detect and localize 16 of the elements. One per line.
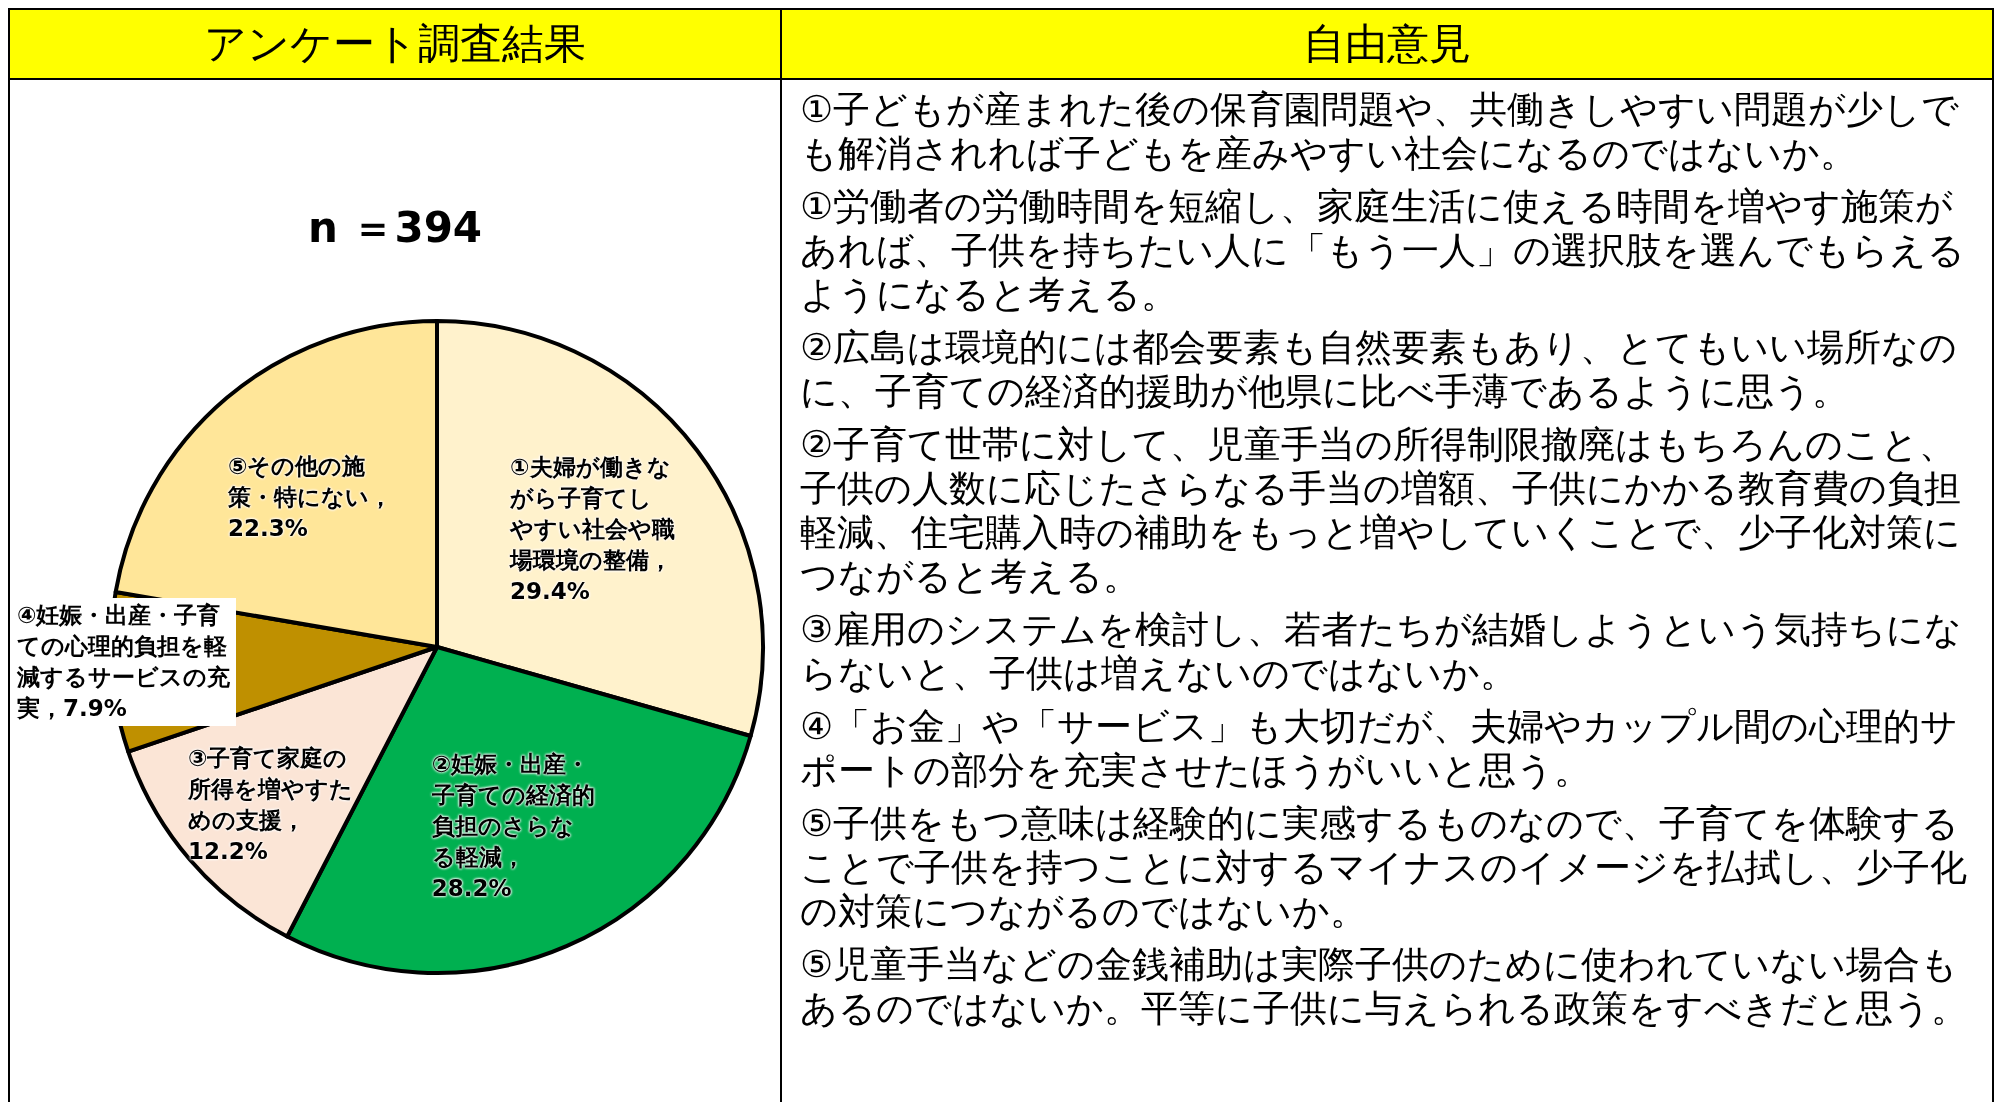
text: 自由意見 (780, 8, 1994, 80)
text: ⑤子供をもつ意味は経験的に実感するものなので、子育てを体験することで子供を持つことに対するマイナスのイメージを払拭し、少子化の対策につながるのではないか。 (800, 802, 1968, 934)
text: ①労働者の労働時間を短縮し、家庭生活に使える時間を増やす施策があれば、子供を持ちたい人に「もう一人」の選択肢を選んでもらえるようになると考える。 (800, 185, 1966, 317)
text: ④「お金」や「サービス」も大切だが、夫婦やカップル間の心理的サポートの部分を充実させたほうがいいと思う。 (800, 705, 1960, 793)
slice-label: ③子育て家庭の所得を増やすための支援，12.2% (187, 744, 354, 866)
chart-subtitle: n ＝394 (306, 202, 484, 254)
slice-label: ⑤その他の施策・特にない，22.3% (227, 451, 393, 543)
slice-label: ②妊娠・出産・子育ての経済的負担のさらなる軽減，28.2% (431, 750, 596, 903)
chart-title: アンケート調査結果 (8, 8, 782, 80)
text: ②子育て世帯に対して、児童手当の所得制限撤廃はもちろんのこと、子供の人数に応じたさらなる手当の増額、子供にかかる教育費の負担軽減、住宅購入時の補助をもっと増やしていくことで、少子化対策につながると考える。 (800, 423, 1962, 599)
slice-label: ④妊娠・出産・子育ての心理的負担を軽減するサービスの充実，7.9% (14, 598, 237, 727)
text: ②広島は環境的には都会要素も自然要素もあり、とてもいい場所なのに、子育ての経済的援助が他県に比べ手薄であるように思う。 (800, 326, 1959, 414)
text: ⑤児童手当などの金銭補助は実際子供のために使われていない場合もあるのではないか。平等に子供に与えられる政策をすべきだと思う。 (800, 943, 1969, 1031)
slice-label: ①夫婦が働きながら子育てしやすい社会や職場環境の整備，29.4% (510, 452, 676, 606)
text: ③雇用のシステムを検討し、若者たちが結婚しようという気持ちにならないと、子供は増えないのではないか。 (800, 608, 1964, 696)
text: ①子どもが産まれた後の保育園問題や、共働きしやすい問題が少しでも解消されれば子どもを産みやすい社会になるのではないか。 (800, 88, 1961, 176)
